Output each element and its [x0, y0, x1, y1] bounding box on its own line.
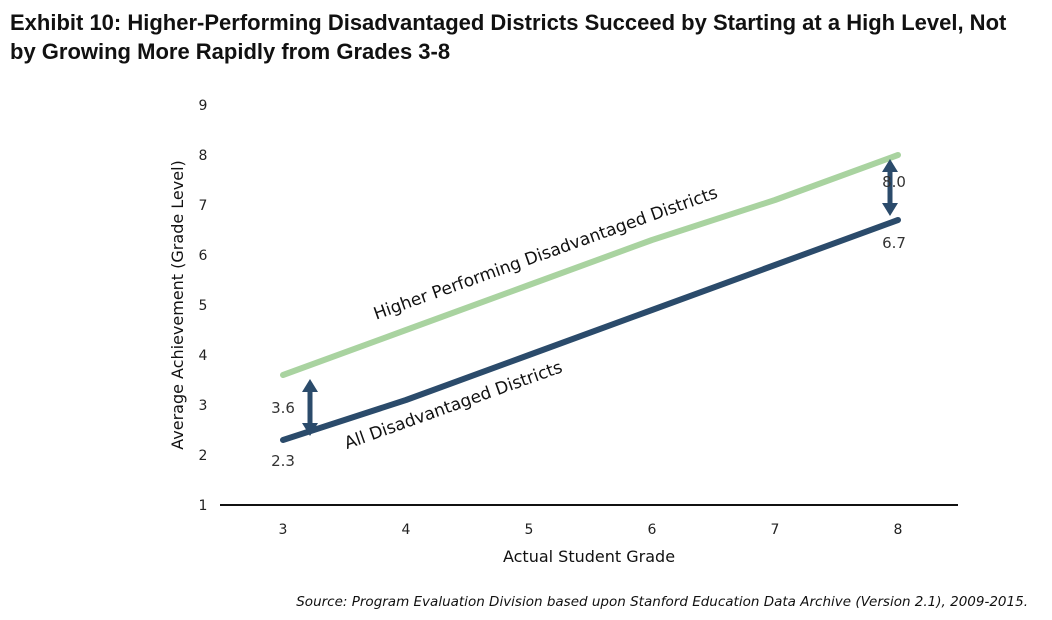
- difference-arrow: [882, 159, 898, 216]
- x-tick-label: 6: [648, 522, 657, 538]
- data-label: 8.0: [882, 173, 906, 191]
- y-tick-label: 1: [199, 498, 208, 514]
- chart-title: Exhibit 10: Higher-Performing Disadvanta…: [10, 8, 1050, 66]
- y-tick-label: 9: [199, 98, 208, 114]
- series-labels: Higher Performing Disadvantaged District…: [342, 183, 721, 454]
- x-tick-label: 5: [525, 522, 534, 538]
- y-axis-ticks: 1 2 3 4 5 6 7 8 9: [199, 98, 208, 514]
- source-note: Source: Program Evaluation Division base…: [296, 594, 1028, 610]
- series-lines: [280, 152, 901, 443]
- x-tick-label: 3: [279, 522, 288, 538]
- y-tick-label: 2: [199, 448, 208, 464]
- y-tick-label: 6: [199, 248, 208, 264]
- y-tick-label: 4: [199, 348, 208, 364]
- x-tick-label: 8: [894, 522, 903, 538]
- x-tick-label: 7: [771, 522, 780, 538]
- series-line-all-disadvantaged: [280, 217, 901, 443]
- x-axis-title: Actual Student Grade: [503, 547, 675, 566]
- x-tick-label: 4: [402, 522, 411, 538]
- difference-arrow: [302, 379, 318, 436]
- y-tick-label: 8: [199, 148, 208, 164]
- data-labels: 3.6 2.3 8.0 6.7: [271, 173, 906, 470]
- y-axis-title: Average Achievement (Grade Level): [168, 160, 187, 450]
- y-tick-label: 5: [199, 298, 208, 314]
- chart-title-line-1: Exhibit 10: Higher-Performing Disadvanta…: [10, 10, 1007, 35]
- x-axis-ticks: 3 4 5 6 7 8: [279, 522, 903, 538]
- data-label: 6.7: [882, 234, 906, 252]
- chart-title-line-2: by Growing More Rapidly from Grades 3-8: [10, 39, 451, 64]
- series-line-higher-performing: [280, 152, 901, 378]
- data-label: 2.3: [271, 452, 295, 470]
- y-tick-label: 3: [199, 398, 208, 414]
- difference-arrows: [302, 159, 898, 436]
- series-label-all-disadvantaged: All Disadvantaged Districts: [342, 357, 565, 453]
- data-label: 3.6: [271, 399, 295, 417]
- y-tick-label: 7: [199, 198, 208, 214]
